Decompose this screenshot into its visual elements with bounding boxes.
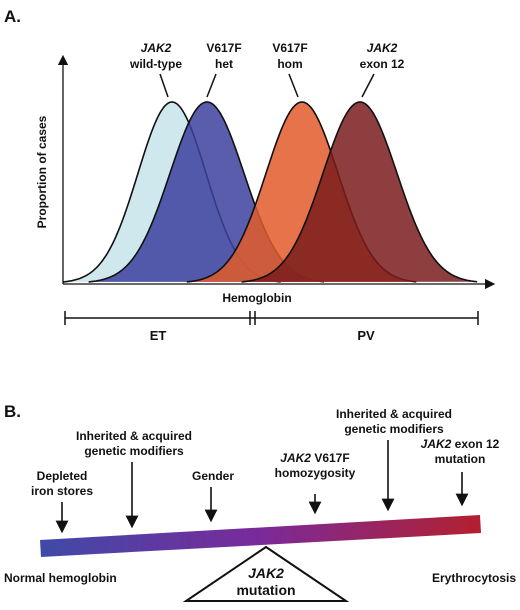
curve-jak2-exon-12: [241, 101, 478, 283]
factor-rest: exon 12: [451, 437, 499, 451]
range-label-pv: PV: [357, 328, 375, 343]
curve-label-line1: V617F: [272, 41, 307, 55]
distribution-curves: [63, 101, 478, 283]
factor-line: JAK2 V617F: [280, 451, 349, 465]
balance-beam: [40, 515, 481, 557]
factor-italic: JAK2: [421, 437, 452, 451]
curve-pointer: [288, 73, 299, 98]
curve-label-line1: JAK2: [141, 41, 172, 55]
curve-pointer: [206, 73, 217, 98]
y-axis-title: Proportion of cases: [35, 115, 49, 228]
factor-line: JAK2 exon 12: [421, 437, 500, 451]
curve-label-line2: hom: [277, 57, 302, 71]
factor-italic: JAK2: [280, 451, 311, 465]
curve-label-line1: JAK2: [367, 41, 398, 55]
curve-pointer: [159, 73, 169, 98]
factor-modifiers-left: Inherited & acquired genetic modifiers: [76, 429, 192, 529]
factor-line: mutation: [435, 452, 486, 466]
factor-line: Gender: [192, 469, 234, 483]
factor-line: genetic modifiers: [344, 422, 444, 436]
range-label-et: ET: [150, 328, 167, 343]
curve-label-v617f-hom: V617F hom: [272, 41, 308, 98]
curve-label-wild-type: JAK2 wild-type: [129, 41, 182, 98]
factor-exon12-mutation: JAK2 exon 12 mutation: [421, 437, 500, 507]
fulcrum-triangle: [182, 545, 350, 602]
range-bar: ET PV: [64, 311, 479, 343]
left-end-label: Normal hemoglobin: [4, 571, 117, 585]
factor-line: iron stores: [31, 484, 93, 498]
curve-label-exon-12: JAK2 exon 12: [360, 41, 405, 98]
factor-rest: V617F: [311, 451, 350, 465]
curve-pointer: [361, 73, 375, 98]
curve-label-line2: het: [215, 57, 233, 71]
curve-label-line2: exon 12: [360, 57, 405, 71]
curve-label-line2: wild-type: [129, 57, 182, 71]
factor-v617f-homozygosity: JAK2 V617F homozygosity: [275, 451, 356, 515]
factor-line: genetic modifiers: [84, 444, 184, 458]
factor-line: homozygosity: [275, 466, 356, 480]
right-end-label: Erythrocytosis: [432, 571, 516, 585]
curve-label-v617f-het: V617F het: [206, 41, 242, 98]
panel-a-label: A.: [4, 7, 21, 26]
factor-gender: Gender: [192, 469, 234, 523]
curve-label-line1: V617F: [206, 41, 241, 55]
factor-line: Depleted: [37, 469, 88, 483]
factor-modifiers-right: Inherited & acquired genetic modifiers: [336, 407, 452, 512]
factor-line: Inherited & acquired: [76, 429, 192, 443]
factor-depleted-iron: Depleted iron stores: [31, 469, 93, 534]
fulcrum-label-line2: mutation: [236, 582, 295, 598]
panel-b-label: B.: [4, 402, 21, 421]
factor-line: Inherited & acquired: [336, 407, 452, 421]
x-axis-title: Hemoglobin: [222, 291, 291, 305]
fulcrum-label-line1: JAK2: [248, 565, 284, 581]
